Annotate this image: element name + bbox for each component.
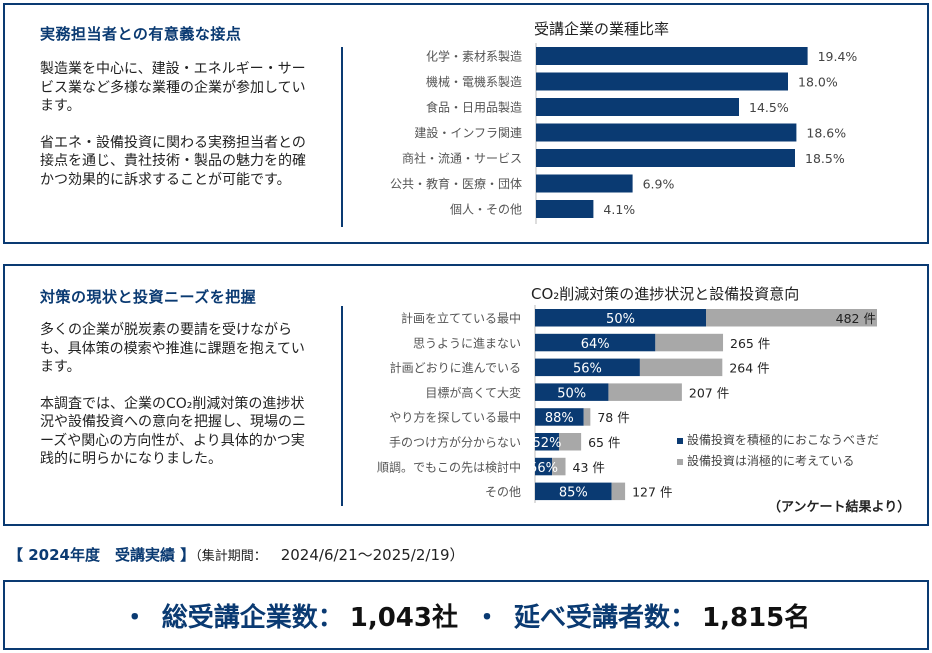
chart1-bar	[536, 174, 633, 193]
chart2-share-label: 85%	[559, 486, 588, 501]
section1-paragraph-1: 製造業を中心に、建設・エネルギー・サービス業など多様な業種の企業が参加しています…	[40, 61, 306, 114]
chart2-category-label: やり方を探している最中	[389, 410, 521, 425]
chart2-category-label: その他	[485, 485, 521, 499]
chart2-share-label: 52%	[533, 436, 562, 451]
participants-value: 1,815名	[702, 602, 811, 633]
results-title: 【 2024年度 受講実績 】	[8, 546, 196, 564]
chart1-category-label: 建設・インフラ関連	[414, 125, 522, 140]
chart2-share-label: 50%	[557, 386, 586, 401]
legend-label-active: 設備投資を積極的におこなうべきだ	[687, 433, 880, 447]
chart2-title: CO₂削減対策の進捗状況と設備投資意向	[531, 285, 800, 303]
chart2-share-label: 88%	[545, 411, 574, 426]
chart2-bar-passive	[608, 383, 682, 401]
participants-label: 延べ受講者数：	[514, 602, 697, 633]
summary-box: ・ 総受講企業数： 1,043社 ・ 延べ受講者数： 1,815名	[3, 580, 929, 650]
summary-bullet-2: ・	[474, 602, 501, 633]
chart2-bar-active	[535, 333, 656, 352]
chart2-legend: 設備投資を積極的におこなうべきだ 設備投資は消極的に考えている	[677, 430, 879, 472]
chart1-title: 受講企業の業種比率	[534, 20, 670, 38]
chart1-value-label: 4.1%	[603, 202, 635, 217]
chart1-category-label: 機械・電機系製造	[426, 74, 522, 89]
chart2-total-label: 43 件	[573, 460, 605, 475]
chart2-share-label: 50%	[606, 312, 635, 327]
results-period: 2024/6/21〜2025/2/19）	[280, 546, 465, 564]
chart2-share-label: 56%	[529, 461, 558, 476]
chart2-total-label: 78 件	[597, 410, 629, 425]
section2-text: 多くの企業が脱炭素の要請を受けながらも、具体策の模索や推進に課題を抱えています。…	[40, 321, 310, 487]
chart2-bar-passive	[558, 433, 582, 451]
chart2-bar-passive	[552, 457, 566, 476]
legend-item-passive: 設備投資は消極的に考えている	[677, 451, 879, 472]
chart2-total-label: 65 件	[588, 435, 620, 450]
chart2-bar-passive	[639, 358, 723, 377]
chart2-total-label: 265 件	[730, 336, 770, 351]
chart1-bar	[536, 123, 797, 142]
chart1-value-label: 6.9%	[643, 177, 675, 192]
chart2-bar-passive	[706, 309, 877, 327]
legend-swatch-passive	[677, 458, 683, 465]
legend-swatch-active	[677, 437, 683, 444]
section1-divider	[341, 47, 343, 227]
chart1-bar	[536, 200, 594, 218]
chart1-category-label: 食品・日用品製造	[426, 100, 522, 115]
summary-bullet-1: ・	[121, 602, 148, 633]
chart2-share-label: 56%	[573, 362, 602, 377]
chart1-value-label: 19.4%	[818, 49, 858, 64]
section2-divider	[341, 306, 343, 506]
companies-value: 1,043社	[349, 602, 458, 633]
chart2-total-label: 482 件	[836, 311, 876, 326]
chart1-value-label: 14.5%	[749, 100, 789, 115]
results-heading: 【 2024年度 受講実績 】（集計期間： 2024/6/21〜2025/2/19…	[8, 544, 465, 565]
chart2-bar-passive	[583, 408, 591, 426]
section1-paragraph-2: 省エネ・設備投資に関わる実務担当者との接点を通じ、貴社技術・製品の魅力を的確かつ…	[40, 134, 306, 188]
chart2-category-label: 順調。でもこの先は検討中	[377, 459, 521, 474]
section2-paragraph-2: 本調査では、企業のCO₂削減対策の進捗状況や設備投資への意向を把握し、現場のニー…	[40, 395, 306, 468]
chart1-bar	[536, 72, 788, 91]
chart2-bar-active	[535, 457, 553, 476]
chart2-category-label: 目標が高くて大変	[425, 385, 521, 400]
chart2-category-label: 計画どおりに進んでいる	[390, 360, 521, 375]
companies-label: 総受講企業数：	[161, 602, 344, 633]
section2-heading: 対策の現状と投資ニーズを把握	[40, 288, 257, 306]
chart2-category-label: 思うように進まない	[413, 336, 521, 350]
chart1-category-label: 個人・その他	[450, 203, 522, 217]
chart1-value-label: 18.5%	[805, 151, 845, 166]
chart2-bar-active	[535, 358, 640, 377]
legend-label-passive: 設備投資は消極的に考えている	[687, 454, 855, 468]
chart2-total-label: 207 件	[689, 385, 729, 400]
survey-footnote: （アンケート結果より）	[768, 500, 911, 515]
chart1-category-label: 公共・教育・医療・団体	[390, 176, 522, 191]
chart1-value-label: 18.0%	[798, 75, 838, 90]
legend-item-active: 設備投資を積極的におこなうべきだ	[677, 430, 879, 451]
chart2-category-label: 手のつけ方が分からない	[389, 435, 521, 450]
section1-heading: 実務担当者との有意義な接点	[40, 25, 242, 43]
chart1-value-label: 18.6%	[806, 126, 846, 141]
chart2-share-label: 64%	[581, 337, 610, 352]
chart2-bar-passive	[655, 333, 724, 352]
chart1-category-label: 商社・流通・サービス	[402, 151, 522, 166]
chart2-bar-passive	[611, 482, 626, 501]
section1-text: 製造業を中心に、建設・エネルギー・サービス業など多様な業種の企業が参加しています…	[40, 60, 310, 207]
chart2-total-label: 264 件	[729, 361, 769, 376]
co2-panel: 対策の現状と投資ニーズを把握 多くの企業が脱炭素の要請を受けながらも、具体策の模…	[3, 264, 929, 526]
chart1-bar	[536, 47, 808, 65]
chart2-bar-active	[535, 408, 584, 426]
chart2-total-label: 127 件	[632, 485, 672, 500]
chart2-bar-active	[535, 433, 559, 451]
section2-paragraph-1: 多くの企業が脱炭素の要請を受けながらも、具体策の模索や推進に課題を抱えています。	[40, 322, 305, 375]
results-period-label: （集計期間：	[195, 549, 267, 564]
chart2-bar-active	[535, 309, 706, 327]
chart2-category-label: 計画を立てている最中	[401, 311, 521, 326]
chart1-category-label: 化学・素材系製造	[426, 49, 522, 64]
chart2-bar-active	[535, 383, 609, 401]
chart2-bar-active	[535, 482, 612, 501]
chart1-bar	[536, 149, 795, 167]
chart1-bar	[536, 98, 739, 116]
